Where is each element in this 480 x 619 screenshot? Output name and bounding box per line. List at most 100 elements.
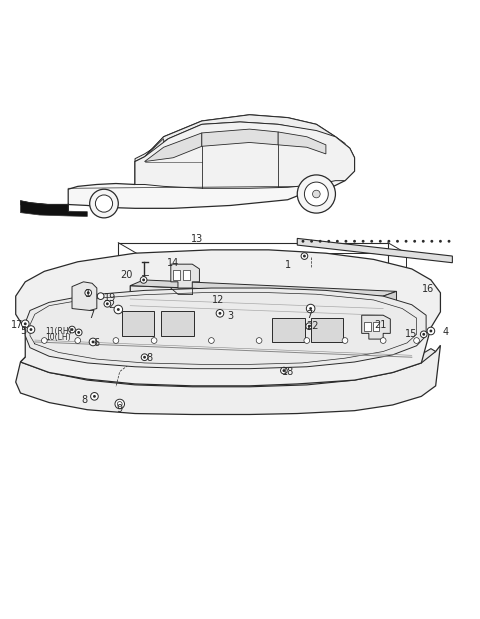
Circle shape bbox=[115, 399, 124, 409]
Polygon shape bbox=[130, 285, 383, 321]
Circle shape bbox=[405, 240, 408, 243]
Text: 1: 1 bbox=[85, 288, 91, 299]
Circle shape bbox=[24, 322, 27, 325]
Polygon shape bbox=[21, 201, 87, 217]
Circle shape bbox=[89, 338, 97, 346]
Text: 8: 8 bbox=[146, 353, 152, 363]
Circle shape bbox=[380, 337, 386, 344]
Polygon shape bbox=[202, 129, 278, 146]
Circle shape bbox=[208, 337, 214, 344]
Polygon shape bbox=[21, 348, 436, 387]
Circle shape bbox=[306, 323, 312, 329]
Circle shape bbox=[301, 253, 308, 259]
Circle shape bbox=[336, 240, 339, 243]
Polygon shape bbox=[135, 139, 164, 184]
Text: 22: 22 bbox=[306, 321, 319, 331]
Circle shape bbox=[142, 279, 145, 282]
Polygon shape bbox=[278, 132, 326, 154]
Circle shape bbox=[319, 240, 322, 243]
FancyBboxPatch shape bbox=[183, 271, 190, 280]
Circle shape bbox=[327, 240, 330, 243]
Circle shape bbox=[41, 337, 47, 344]
Text: 3: 3 bbox=[228, 311, 233, 321]
Text: 5: 5 bbox=[20, 326, 26, 336]
Circle shape bbox=[312, 190, 320, 198]
Circle shape bbox=[342, 337, 348, 344]
Circle shape bbox=[308, 325, 311, 327]
FancyBboxPatch shape bbox=[311, 318, 343, 342]
Text: 7: 7 bbox=[306, 310, 312, 320]
Circle shape bbox=[104, 300, 111, 307]
Circle shape bbox=[71, 328, 73, 331]
Circle shape bbox=[69, 326, 75, 333]
Text: 14: 14 bbox=[167, 258, 180, 268]
Circle shape bbox=[92, 340, 95, 344]
Text: 18: 18 bbox=[282, 368, 294, 378]
Polygon shape bbox=[16, 345, 441, 415]
FancyBboxPatch shape bbox=[273, 318, 305, 342]
Circle shape bbox=[27, 326, 35, 334]
Circle shape bbox=[30, 328, 33, 331]
Circle shape bbox=[114, 305, 122, 314]
Text: 7: 7 bbox=[88, 310, 94, 320]
Polygon shape bbox=[21, 201, 68, 211]
Circle shape bbox=[216, 310, 224, 317]
Circle shape bbox=[362, 240, 364, 243]
Circle shape bbox=[413, 240, 416, 243]
Circle shape bbox=[77, 331, 80, 334]
Text: 19: 19 bbox=[104, 293, 116, 303]
Polygon shape bbox=[118, 243, 388, 331]
Circle shape bbox=[447, 240, 450, 243]
Circle shape bbox=[304, 337, 310, 344]
Text: 13: 13 bbox=[191, 234, 203, 244]
Circle shape bbox=[310, 240, 313, 243]
Circle shape bbox=[140, 277, 147, 284]
Circle shape bbox=[151, 337, 157, 344]
Polygon shape bbox=[362, 315, 390, 339]
Circle shape bbox=[431, 240, 433, 243]
Polygon shape bbox=[25, 288, 426, 369]
Text: 12: 12 bbox=[212, 295, 225, 305]
Circle shape bbox=[75, 337, 81, 344]
Text: 2: 2 bbox=[108, 300, 114, 310]
Circle shape bbox=[281, 367, 287, 374]
Circle shape bbox=[414, 337, 420, 344]
Polygon shape bbox=[171, 264, 199, 288]
Polygon shape bbox=[21, 115, 355, 211]
Polygon shape bbox=[297, 238, 452, 262]
Circle shape bbox=[301, 240, 304, 243]
Text: 4: 4 bbox=[442, 327, 448, 337]
Polygon shape bbox=[72, 282, 97, 311]
Circle shape bbox=[420, 331, 427, 337]
Circle shape bbox=[113, 337, 119, 344]
Text: 20: 20 bbox=[120, 270, 132, 280]
Circle shape bbox=[87, 292, 90, 294]
Circle shape bbox=[75, 329, 82, 335]
Circle shape bbox=[422, 333, 425, 335]
Text: 9: 9 bbox=[117, 404, 123, 413]
FancyBboxPatch shape bbox=[372, 322, 379, 331]
Circle shape bbox=[106, 302, 109, 305]
FancyBboxPatch shape bbox=[364, 322, 371, 331]
Polygon shape bbox=[16, 250, 441, 386]
Circle shape bbox=[85, 290, 92, 296]
Polygon shape bbox=[135, 122, 355, 188]
Circle shape bbox=[282, 369, 285, 372]
Circle shape bbox=[256, 337, 262, 344]
Circle shape bbox=[90, 189, 118, 218]
Circle shape bbox=[93, 395, 96, 398]
Text: 8: 8 bbox=[82, 395, 88, 405]
Circle shape bbox=[117, 402, 122, 407]
FancyBboxPatch shape bbox=[173, 271, 180, 280]
Circle shape bbox=[370, 240, 373, 243]
Circle shape bbox=[218, 312, 221, 314]
Text: 16: 16 bbox=[422, 285, 434, 295]
Text: 11(RH): 11(RH) bbox=[45, 327, 72, 337]
Circle shape bbox=[143, 356, 146, 358]
Circle shape bbox=[353, 240, 356, 243]
Circle shape bbox=[141, 354, 148, 360]
Circle shape bbox=[304, 182, 328, 206]
FancyBboxPatch shape bbox=[161, 311, 194, 335]
Circle shape bbox=[427, 327, 435, 335]
Text: 6: 6 bbox=[94, 338, 100, 348]
